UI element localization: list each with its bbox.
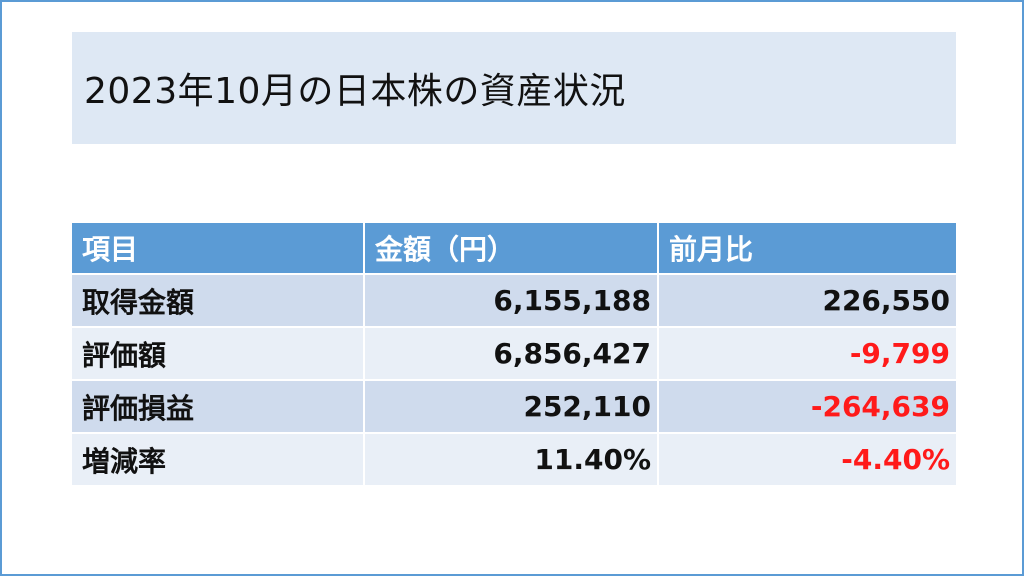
- row-item: 取得金額: [72, 275, 365, 328]
- header-amount: 金額（円）: [365, 223, 659, 275]
- row-change: -264,639: [659, 381, 956, 434]
- row-change: 226,550: [659, 275, 956, 328]
- slide-title: 2023年10月の日本株の資産状況: [84, 71, 626, 112]
- row-item: 評価額: [72, 328, 365, 381]
- row-amount: 6,155,188: [365, 275, 659, 328]
- header-change: 前月比: [659, 223, 956, 275]
- title-box: 2023年10月の日本株の資産状況: [72, 32, 956, 144]
- row-item: 評価損益: [72, 381, 365, 434]
- header-item: 項目: [72, 223, 365, 275]
- table-header-row: 項目 金額（円） 前月比: [72, 223, 956, 275]
- row-item: 増減率: [72, 434, 365, 487]
- row-change: -4.40%: [659, 434, 956, 487]
- table-row: 評価額 6,856,427 -9,799: [72, 328, 956, 381]
- asset-table: 項目 金額（円） 前月比 取得金額 6,155,188 226,550 評価額 …: [72, 223, 956, 487]
- row-change: -9,799: [659, 328, 956, 381]
- table-row: 評価損益 252,110 -264,639: [72, 381, 956, 434]
- table-row: 取得金額 6,155,188 226,550: [72, 275, 956, 328]
- row-amount: 11.40%: [365, 434, 659, 487]
- row-amount: 252,110: [365, 381, 659, 434]
- table-row: 増減率 11.40% -4.40%: [72, 434, 956, 487]
- row-amount: 6,856,427: [365, 328, 659, 381]
